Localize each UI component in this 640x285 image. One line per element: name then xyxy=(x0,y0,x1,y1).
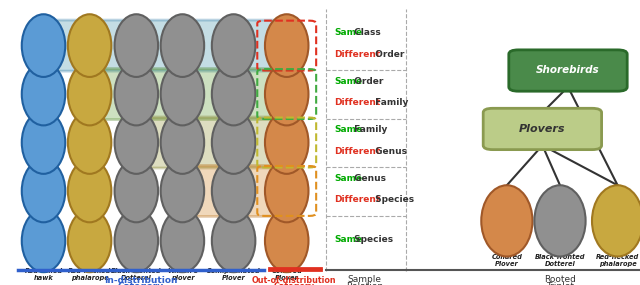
Ellipse shape xyxy=(22,63,65,125)
Ellipse shape xyxy=(212,111,255,174)
Ellipse shape xyxy=(592,185,640,256)
Ellipse shape xyxy=(115,14,158,77)
Ellipse shape xyxy=(22,14,65,77)
Text: Out-of-distribution: Out-of-distribution xyxy=(252,276,337,285)
Ellipse shape xyxy=(161,160,204,222)
Text: Different: Different xyxy=(334,98,380,107)
FancyBboxPatch shape xyxy=(33,20,282,71)
Text: Semipalmated
Plover: Semipalmated Plover xyxy=(207,268,260,281)
Text: Genus: Genus xyxy=(351,174,386,183)
Ellipse shape xyxy=(212,14,255,77)
Ellipse shape xyxy=(68,63,111,125)
Ellipse shape xyxy=(161,63,204,125)
Ellipse shape xyxy=(212,63,255,125)
Text: Same: Same xyxy=(334,28,362,37)
Text: Black-fronted
Dotterel: Black-fronted Dotterel xyxy=(535,254,585,267)
Text: Class: Class xyxy=(351,28,380,37)
Text: In-distribution: In-distribution xyxy=(104,276,177,285)
Ellipse shape xyxy=(115,111,158,174)
Ellipse shape xyxy=(115,160,158,222)
Text: Relation: Relation xyxy=(346,282,383,285)
Text: Same: Same xyxy=(334,125,362,134)
Ellipse shape xyxy=(265,63,308,125)
Ellipse shape xyxy=(265,160,308,222)
Ellipse shape xyxy=(22,111,65,174)
Text: Red-necked
phalarope: Red-necked phalarope xyxy=(596,254,639,267)
Text: Shorebirds: Shorebirds xyxy=(536,65,600,76)
Ellipse shape xyxy=(68,14,111,77)
Ellipse shape xyxy=(265,111,308,174)
Text: Category: Category xyxy=(118,282,164,285)
FancyBboxPatch shape xyxy=(80,68,285,120)
Ellipse shape xyxy=(161,209,204,272)
Ellipse shape xyxy=(265,14,308,77)
Text: Different: Different xyxy=(334,195,380,204)
Ellipse shape xyxy=(22,160,65,222)
Text: Species: Species xyxy=(371,195,413,204)
FancyBboxPatch shape xyxy=(125,117,285,168)
Text: Order: Order xyxy=(351,77,383,86)
Text: Red-tailed
hawk: Red-tailed hawk xyxy=(24,268,63,281)
Text: Different: Different xyxy=(334,146,380,156)
Ellipse shape xyxy=(212,160,255,222)
Text: Same: Same xyxy=(334,235,362,244)
Text: Different: Different xyxy=(334,50,380,59)
Text: Species: Species xyxy=(351,235,393,244)
FancyBboxPatch shape xyxy=(483,108,602,150)
Text: Same: Same xyxy=(334,174,362,183)
Ellipse shape xyxy=(68,111,111,174)
Text: Same: Same xyxy=(334,77,362,86)
Text: Genus: Genus xyxy=(371,146,406,156)
Text: Collared
Plover: Collared Plover xyxy=(271,268,302,281)
FancyBboxPatch shape xyxy=(175,165,289,217)
Text: Triplet: Triplet xyxy=(546,282,574,285)
Ellipse shape xyxy=(161,111,204,174)
Ellipse shape xyxy=(115,209,158,272)
FancyBboxPatch shape xyxy=(509,50,627,91)
Text: Sample: Sample xyxy=(348,275,382,284)
Text: Collared
Plover: Collared Plover xyxy=(492,254,522,267)
Ellipse shape xyxy=(68,209,111,272)
Text: Family: Family xyxy=(351,125,387,134)
Ellipse shape xyxy=(115,63,158,125)
Ellipse shape xyxy=(68,160,111,222)
Text: Category: Category xyxy=(274,282,315,285)
Text: Wilson's
plover: Wilson's plover xyxy=(167,268,198,281)
Ellipse shape xyxy=(534,185,586,256)
Ellipse shape xyxy=(265,209,308,272)
Ellipse shape xyxy=(481,185,532,256)
Ellipse shape xyxy=(22,209,65,272)
Text: Plovers: Plovers xyxy=(519,124,565,134)
Text: Red-necked
phalarope: Red-necked phalarope xyxy=(68,268,111,281)
Text: Rooted: Rooted xyxy=(544,275,576,284)
Ellipse shape xyxy=(212,209,255,272)
Text: Family: Family xyxy=(371,98,408,107)
Text: Black-fronted
Dotterel: Black-fronted Dotterel xyxy=(111,268,161,281)
Text: Order: Order xyxy=(371,50,404,59)
Ellipse shape xyxy=(161,14,204,77)
